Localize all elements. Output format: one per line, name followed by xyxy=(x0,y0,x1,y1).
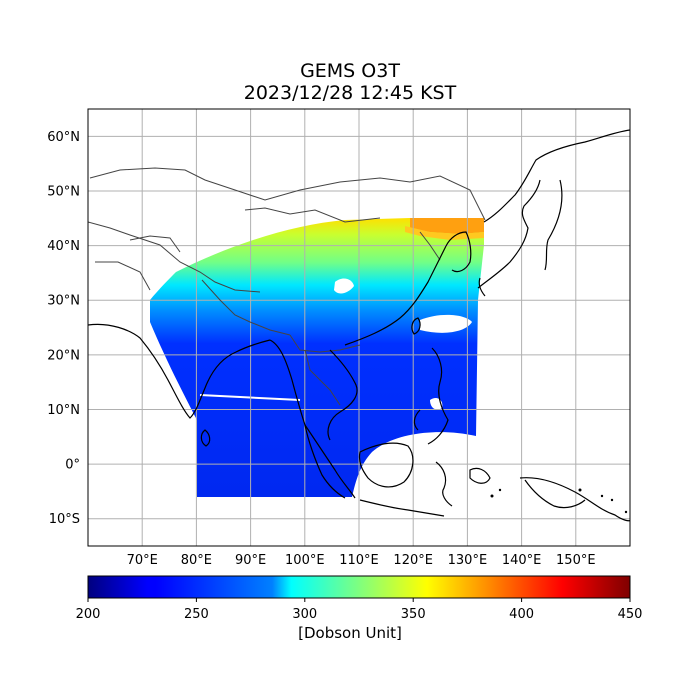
lat-tick-label: 10°N xyxy=(47,403,80,418)
lon-tick-label: 80°E xyxy=(181,553,212,568)
map-subtitle-timestamp: 2023/12/28 12:45 KST xyxy=(243,82,457,104)
colorbar-tick-label: 250 xyxy=(184,607,209,622)
cloud-mask-east xyxy=(420,314,472,333)
lat-tick-label: 60°N xyxy=(47,130,80,145)
longitude-tick-labels: 70°E 80°E 90°E 100°E 110°E 120°E 130°E 140°E 150… xyxy=(127,553,596,568)
lat-tick-label: 20°N xyxy=(47,348,80,363)
latitude-tick-labels: 60°N 50°N 40°N 30°N 20°N 10°N 0° 10°S xyxy=(47,130,80,527)
ozone-swath xyxy=(150,218,484,497)
map-gridlines xyxy=(88,109,630,546)
lon-tick-label: 100°E xyxy=(285,553,325,568)
lon-tick-label: 130°E xyxy=(448,553,488,568)
colorbar xyxy=(87,575,631,599)
colorbar-tick-label: 450 xyxy=(618,607,643,622)
scan-line-gap xyxy=(199,394,301,401)
lon-tick-label: 110°E xyxy=(339,553,379,568)
lat-tick-label: 10°S xyxy=(49,512,80,527)
lon-tick-label: 70°E xyxy=(127,553,158,568)
colorbar-tick-label: 400 xyxy=(509,607,534,622)
lon-tick-label: 120°E xyxy=(393,553,433,568)
high-ozone-band xyxy=(410,218,484,234)
colorbar-tick-label: 300 xyxy=(292,607,317,622)
lon-tick-label: 90°E xyxy=(235,553,266,568)
cloud-mask-north xyxy=(334,278,354,294)
colorbar-tick-label: 200 xyxy=(76,607,101,622)
colorbar-tick-label: 350 xyxy=(401,607,426,622)
colorbar-unit-label: [Dobson Unit] xyxy=(298,624,402,642)
lat-tick-label: 0° xyxy=(65,458,80,473)
country-borders xyxy=(88,167,486,406)
small-islands xyxy=(490,488,628,514)
lat-tick-label: 30°N xyxy=(47,294,80,309)
colorbar-tick-labels: 200 250 300 350 400 450 xyxy=(76,598,643,622)
plot-frame xyxy=(87,108,631,547)
lon-tick-label: 150°E xyxy=(556,553,596,568)
high-ozone-band-edge xyxy=(405,226,484,240)
coastlines xyxy=(88,129,630,522)
lat-tick-label: 40°N xyxy=(47,239,80,254)
map-title: GEMS O3T xyxy=(300,60,400,82)
lat-tick-label: 50°N xyxy=(47,184,80,199)
lon-tick-label: 140°E xyxy=(502,553,542,568)
